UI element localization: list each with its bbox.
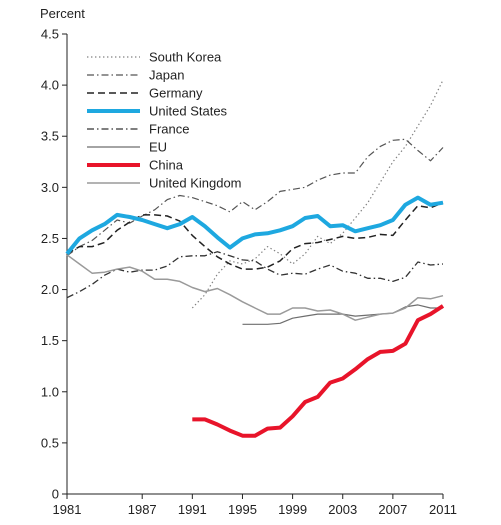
series-line-south-korea <box>191 79 444 309</box>
y-tick-label: 4.0 <box>41 78 59 93</box>
y-tick-label: 1.0 <box>41 384 59 399</box>
series-line-japan <box>66 138 444 257</box>
axes: 0 0.5 1.0 1.5 2.0 2.5 3.0 3.5 4.0 4.5 1981 1987 1991… <box>41 27 457 518</box>
series-line-china <box>192 304 445 438</box>
y-tick-label: 2.0 <box>41 282 59 297</box>
y-tick-label: 1.5 <box>41 333 59 348</box>
legend-label: EU <box>149 140 167 155</box>
series-line-germany <box>66 202 444 270</box>
y-tick-label: 2.5 <box>41 231 59 246</box>
legend-label: China <box>149 158 184 173</box>
x-tick-label: 2003 <box>328 502 357 517</box>
legend-label: France <box>149 122 189 137</box>
series-layer <box>65 79 445 438</box>
y-axis-label: Percent <box>40 6 85 21</box>
legend-label: Germany <box>149 86 203 101</box>
x-tick-label: 1987 <box>128 502 157 517</box>
x-tick-label: 1981 <box>53 502 82 517</box>
y-tick-label: 4.5 <box>41 27 59 42</box>
y-tick-label: 0.5 <box>41 435 59 450</box>
series-line-france <box>66 251 444 299</box>
legend: South Korea Japan Germany United States Fran… <box>87 50 242 191</box>
x-tick-label: 2007 <box>378 502 407 517</box>
legend-label: United Kingdom <box>149 176 242 191</box>
x-tick-label: 2011 <box>429 502 457 517</box>
y-tick-label: 3.0 <box>41 180 59 195</box>
y-tick-label: 0 <box>52 487 59 502</box>
legend-label: South Korea <box>149 50 222 65</box>
x-tick-label: 1995 <box>228 502 257 517</box>
x-tick-label: 1991 <box>178 502 207 517</box>
x-tick-label: 1999 <box>278 502 307 517</box>
legend-label: United States <box>149 104 228 119</box>
legend-label: Japan <box>149 68 184 83</box>
y-tick-label: 3.5 <box>41 129 59 144</box>
series-line-united-states <box>65 195 444 256</box>
series-line-united-kingdom <box>66 254 444 321</box>
